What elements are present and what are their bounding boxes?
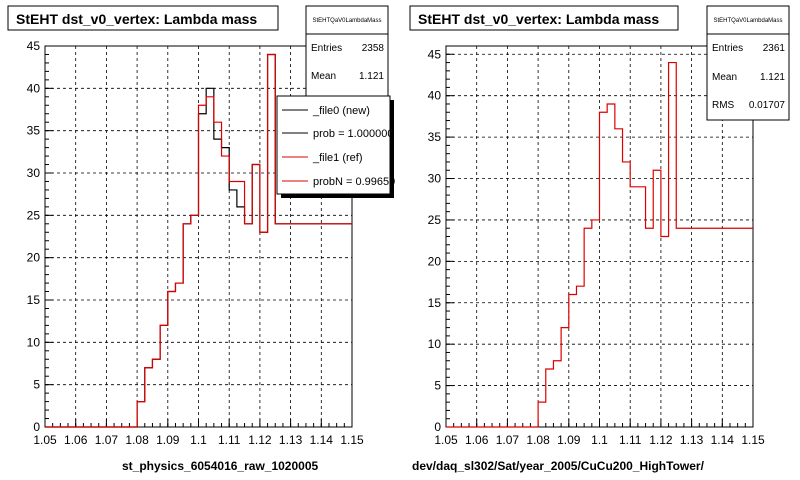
left-stats-mean-label: Mean bbox=[311, 71, 336, 82]
x-tick-label: 1.13 bbox=[680, 433, 704, 447]
y-tick-label: 15 bbox=[27, 293, 41, 307]
left-stats-entries-label: Entries bbox=[311, 43, 342, 54]
x-tick-label: 1.15 bbox=[741, 433, 765, 447]
plot-frame bbox=[445, 45, 754, 428]
left-xlabel: st_physics_6054016_raw_1020005 bbox=[122, 459, 318, 473]
legend-box: _file0 (new) prob = 1.000000 _file1 (ref… bbox=[276, 95, 395, 198]
left-panel: StEHT dst_v0_vertex: Lambda mass 1.05 1.0… bbox=[7, 5, 395, 473]
x-tick-label: 1.14 bbox=[711, 433, 735, 447]
x-tick-label: 1.1 bbox=[591, 433, 608, 447]
y-tick-label: 5 bbox=[33, 378, 40, 392]
y-tick-label: 30 bbox=[428, 172, 442, 186]
y-tick-label: 0 bbox=[33, 420, 40, 434]
x-tick-label: 1.14 bbox=[310, 433, 334, 447]
y-tick-label: 10 bbox=[428, 337, 442, 351]
right-title: StEHT dst_v0_vertex: Lambda mass bbox=[418, 11, 659, 27]
left-stats-entries-value: 2358 bbox=[362, 43, 385, 54]
y-tick-label: 35 bbox=[428, 130, 442, 144]
histogram-series-0 bbox=[446, 61, 753, 428]
x-tick-label: 1.07 bbox=[95, 433, 119, 447]
x-tick-label: 1.07 bbox=[496, 433, 520, 447]
x-tick-label: 1.13 bbox=[279, 433, 303, 447]
x-tick-label: 1.15 bbox=[340, 433, 364, 447]
right-stats-mean-value: 1.121 bbox=[760, 72, 785, 83]
legend-label-probN: probN = 0.99659 bbox=[313, 176, 395, 188]
y-tick-label: 40 bbox=[27, 81, 41, 95]
x-tick-label: 1.1 bbox=[190, 433, 207, 447]
right-xlabel: dev/daq_sl302/Sat/year_2005/CuCu200_High… bbox=[412, 459, 705, 473]
right-stats-box: StEHTQaV0LambdaMass Entries 2361 Mean 1.… bbox=[706, 5, 790, 121]
histogram-series-file1-ref bbox=[45, 53, 352, 428]
legend-label-prob: prob = 1.000000 bbox=[313, 128, 393, 140]
right-stats-rms-label: RMS bbox=[712, 100, 735, 111]
x-tick-label: 1.09 bbox=[156, 433, 180, 447]
x-tick-label: 1.05 bbox=[434, 433, 458, 447]
legend-label-ref: _file1 (ref) bbox=[312, 152, 363, 164]
right-title-box bbox=[409, 5, 679, 31]
y-tick-label: 5 bbox=[434, 379, 441, 393]
legend-entry-prob: prob = 1.000000 bbox=[282, 128, 393, 140]
y-tick-label: 40 bbox=[428, 89, 442, 103]
y-tick-label: 30 bbox=[27, 166, 41, 180]
y-tick-label: 45 bbox=[27, 39, 41, 53]
x-tick-label: 1.06 bbox=[64, 433, 88, 447]
x-tick-label: 1.06 bbox=[465, 433, 489, 447]
y-tick-label: 10 bbox=[27, 335, 41, 349]
x-tick-label: 1.12 bbox=[248, 433, 272, 447]
y-tick-label: 0 bbox=[434, 420, 441, 434]
y-tick-label: 35 bbox=[27, 124, 41, 138]
y-tick-label: 25 bbox=[428, 213, 442, 227]
right-stats-mean-label: Mean bbox=[712, 72, 737, 83]
left-title: StEHT dst_v0_vertex: Lambda mass bbox=[16, 11, 257, 27]
left-title-box bbox=[7, 5, 279, 31]
x-tick-label: 1.08 bbox=[125, 433, 149, 447]
x-tick-label: 1.11 bbox=[619, 433, 642, 447]
y-tick-label: 45 bbox=[428, 47, 442, 61]
y-tick-label: 25 bbox=[27, 208, 41, 222]
right-stats-entries-value: 2361 bbox=[763, 43, 786, 54]
right-panel: StEHT dst_v0_vertex: Lambda mass 1.05 1.0… bbox=[409, 5, 790, 473]
legend-label-new: _file0 (new) bbox=[312, 105, 370, 117]
x-tick-label: 1.12 bbox=[649, 433, 673, 447]
left-stats-mean-value: 1.121 bbox=[359, 71, 384, 82]
right-plot: 1.05 1.06 1.07 1.08 1.09 1.1 1.11 1.12 1.13 1.14 1… bbox=[428, 45, 765, 447]
y-tick-label: 20 bbox=[27, 251, 41, 265]
x-tick-label: 1.11 bbox=[218, 433, 241, 447]
x-tick-label: 1.09 bbox=[557, 433, 581, 447]
legend-entry-probN: probN = 0.99659 bbox=[282, 176, 395, 188]
y-tick-label: 15 bbox=[428, 296, 442, 310]
y-tick-label: 20 bbox=[428, 254, 442, 268]
right-stats-rms-value: 0.01707 bbox=[749, 100, 786, 111]
left-stats-box: StEHTQaV0LambdaMass Entries 2358 Mean 1.… bbox=[305, 5, 389, 107]
x-tick-label: 1.08 bbox=[526, 433, 550, 447]
x-tick-label: 1.05 bbox=[33, 433, 57, 447]
right-stats-entries-label: Entries bbox=[712, 43, 743, 54]
right-stats-name: StEHTQaV0LambdaMass bbox=[713, 18, 782, 24]
legend-entry-ref: _file1 (ref) bbox=[282, 152, 363, 164]
left-stats-name: StEHTQaV0LambdaMass bbox=[312, 18, 381, 24]
legend-entry-new: _file0 (new) bbox=[282, 105, 370, 117]
